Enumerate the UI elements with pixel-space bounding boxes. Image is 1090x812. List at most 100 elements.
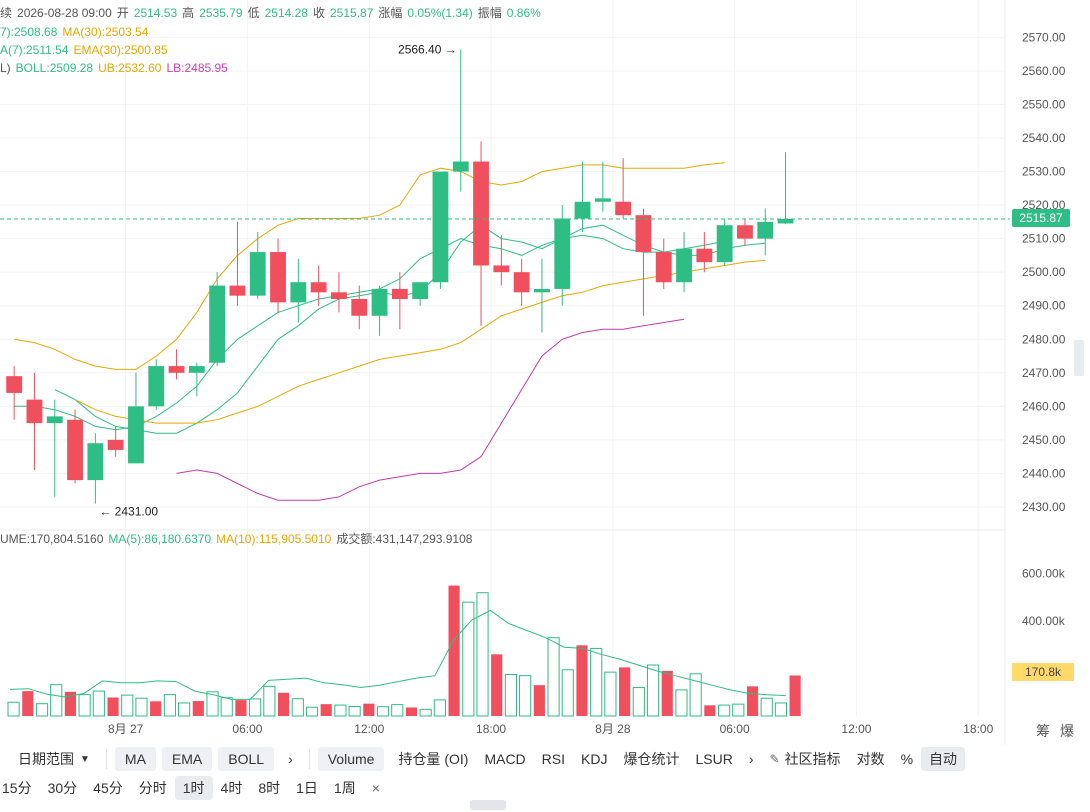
candle-body xyxy=(615,201,632,216)
volume-bar xyxy=(533,685,545,716)
interval-45m[interactable]: 45分 xyxy=(93,780,123,796)
ema30-value: EMA(30):2500.85 xyxy=(73,43,168,57)
candle-body xyxy=(716,225,733,263)
series-prefix: 续 xyxy=(0,6,13,20)
volume-bar xyxy=(178,702,191,717)
divider xyxy=(308,749,310,769)
interval-timeline[interactable]: 分时 xyxy=(138,780,167,796)
candle-body xyxy=(777,218,794,224)
macd-button[interactable]: MACD xyxy=(484,751,526,767)
candle-body xyxy=(534,288,550,293)
boll-indicator-button[interactable]: BOLL xyxy=(218,747,275,771)
interval-1w[interactable]: 1周 xyxy=(333,780,356,796)
volume-bar xyxy=(491,654,503,716)
price-tick-label: 2510.00 xyxy=(1022,232,1066,246)
interval-8h[interactable]: 8时 xyxy=(258,780,281,796)
price-tick-label: 2490.00 xyxy=(1022,299,1066,313)
close-value: 2515.87 xyxy=(330,6,374,20)
panel-resize-handle[interactable] xyxy=(470,800,506,810)
interval-4h[interactable]: 4时 xyxy=(220,780,243,796)
candle-body xyxy=(594,198,611,202)
interval-30m[interactable]: 30分 xyxy=(47,780,78,796)
close-icon[interactable]: × xyxy=(371,780,380,796)
kdj-button[interactable]: KDJ xyxy=(581,751,608,767)
lsur-button[interactable]: LSUR xyxy=(695,751,733,767)
more-main-indicators-button[interactable]: › xyxy=(288,751,293,767)
community-indicators-button[interactable]: ✎ 社区指标 xyxy=(762,747,849,771)
volume-bar xyxy=(163,694,176,717)
date-range-label: 日期范围 xyxy=(18,751,74,767)
candle-body xyxy=(473,161,489,266)
volume-bar xyxy=(50,684,63,717)
indicator-toolbar: 日期范围 ▼ MA EMA BOLL › Volume 持仓量 (OI) MACD… xyxy=(0,746,1090,772)
low-price-annotation: ← 2431.00 xyxy=(99,505,158,519)
chip-distribution-button[interactable]: 筹 xyxy=(1036,723,1050,739)
ma-indicator-button[interactable]: MA xyxy=(114,747,156,771)
boll-lb-value: LB:2485.95 xyxy=(166,61,228,75)
volume-bar xyxy=(150,701,162,716)
price-tick-label: 2430.00 xyxy=(1022,500,1066,514)
price-tick-label: 2480.00 xyxy=(1022,332,1066,346)
volume-bar xyxy=(348,706,361,717)
log-scale-button[interactable]: 对数 xyxy=(856,751,885,767)
liquidation-stats-button[interactable]: 爆仓统计 xyxy=(623,751,680,767)
candle-body xyxy=(412,282,429,300)
low-value: 2514.28 xyxy=(264,6,308,20)
ma-info-line: 7):2508.68 MA(30):2503.54 xyxy=(0,25,153,39)
volume-bar xyxy=(220,697,233,717)
candle-body xyxy=(757,221,774,239)
volume-value: UME:170,804.5160 xyxy=(0,532,104,546)
volume-bar xyxy=(619,667,631,716)
liquidation-button[interactable]: 爆 xyxy=(1060,723,1074,739)
interval-15m[interactable]: 15分 xyxy=(2,780,32,796)
ema-indicator-button[interactable]: EMA xyxy=(161,747,213,771)
auto-scale-button[interactable]: 自动 xyxy=(921,747,966,771)
price-tick-label: 2520.00 xyxy=(1022,198,1066,212)
volume-bar xyxy=(476,592,489,717)
interval-1d[interactable]: 1日 xyxy=(296,780,318,796)
side-panel-handle[interactable] xyxy=(1074,340,1084,376)
volume-bar xyxy=(376,706,390,717)
candle-body xyxy=(513,272,530,293)
candle-body xyxy=(46,416,63,424)
volume-bar xyxy=(291,698,304,717)
volume-bar xyxy=(519,675,532,717)
price-tick-label: 2560.00 xyxy=(1022,64,1066,78)
volume-bar xyxy=(305,706,319,717)
price-tick-label: 2440.00 xyxy=(1022,466,1066,480)
volume-bar xyxy=(35,703,49,717)
open-interest-button[interactable]: 持仓量 (OI) xyxy=(398,751,469,767)
candle-body xyxy=(696,248,713,263)
time-tick-label: 8月 28 xyxy=(595,722,631,736)
volume-bar xyxy=(334,704,347,717)
amplitude-label: 振幅 xyxy=(477,6,502,20)
rsi-button[interactable]: RSI xyxy=(541,751,566,767)
candle-body xyxy=(26,399,43,424)
price-tick-label: 2530.00 xyxy=(1022,165,1066,179)
volume-tick-label: 600.00k xyxy=(1022,567,1066,581)
volume-bar xyxy=(646,664,660,717)
more-sub-indicators-button[interactable]: › xyxy=(748,751,754,767)
volume-indicator-button[interactable]: Volume xyxy=(317,747,385,771)
percent-scale-button[interactable]: % xyxy=(900,751,914,767)
time-tick-label: 06:00 xyxy=(232,722,262,736)
price-tick-label: 2450.00 xyxy=(1022,433,1066,447)
chart-canvas[interactable]: 2570.00 2560.00 2550.00 2540.00 2530.00 2520.… xyxy=(0,0,1090,745)
volume-bar xyxy=(689,673,702,717)
volume-ma5-line xyxy=(9,609,786,700)
volume-tick-label: 400.00k xyxy=(1022,614,1066,628)
price-tick-label: 2570.00 xyxy=(1022,30,1066,44)
candle-body xyxy=(310,282,327,293)
ema-info-line: A(7):2511.54 EMA(30):2500.85 xyxy=(0,43,173,57)
ma30-line xyxy=(74,259,766,424)
candle-body xyxy=(290,282,307,303)
date-range-dropdown[interactable]: 日期范围 ▼ xyxy=(0,747,98,771)
interval-1h[interactable]: 1时 xyxy=(174,776,213,800)
candle-body xyxy=(331,292,347,300)
candle-body xyxy=(229,285,246,296)
volume-bar xyxy=(249,698,262,717)
time-tick-label: 12:00 xyxy=(354,722,384,736)
volume-bar xyxy=(391,704,404,717)
edit-icon: ✎ xyxy=(769,752,780,766)
volume-bar xyxy=(661,670,673,716)
